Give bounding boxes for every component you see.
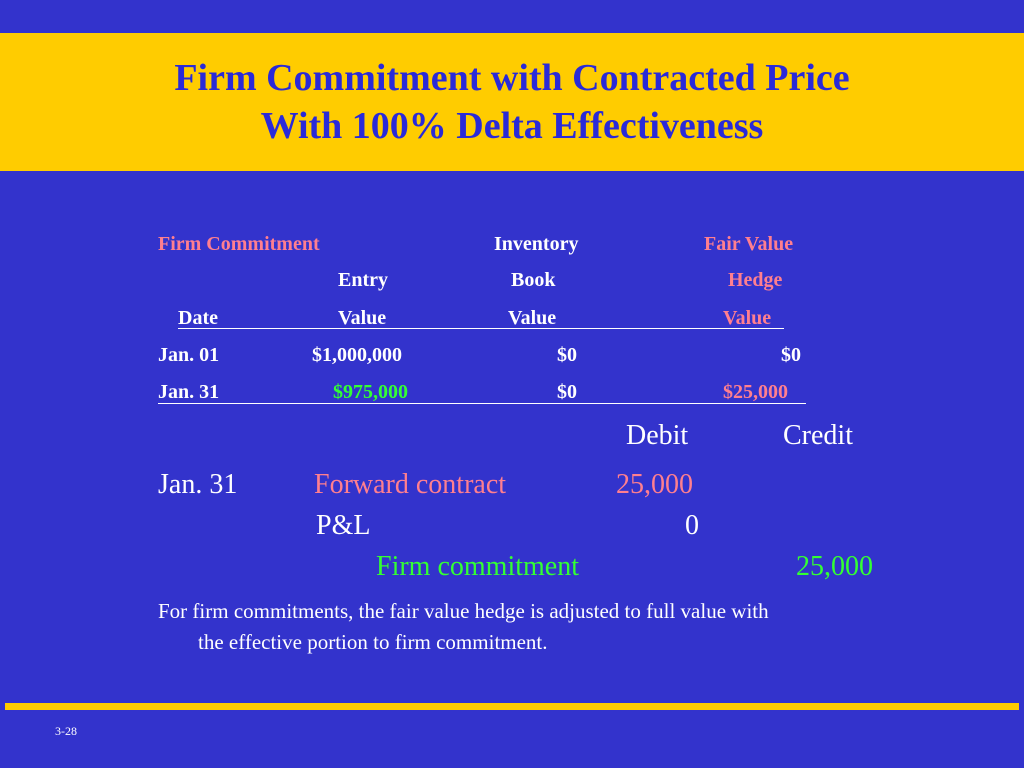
row1-date: Jan. 01: [158, 344, 220, 366]
journal-date: Jan. 31: [158, 469, 238, 500]
row1-hedge-value: $0: [781, 344, 801, 366]
header-inventory: Inventory: [494, 233, 579, 255]
journal-firm-commitment-credit: 25,000: [796, 551, 873, 582]
journal-pl: P&L: [316, 510, 371, 541]
header-hedge-value: Value: [723, 307, 772, 329]
journal-pl-debit: 0: [685, 510, 699, 541]
header-entry: Entry: [338, 269, 388, 291]
journal-credit-label: Credit: [783, 420, 853, 451]
header-firm-commitment: Firm Commitment: [158, 233, 320, 255]
slide-title-line-2: With 100% Delta Effectiveness: [260, 105, 764, 147]
row1-entry-value: $1,000,000: [312, 344, 402, 366]
explanatory-note: For firm commitments, the fair value hed…: [158, 596, 918, 658]
row1-book-value: $0: [557, 344, 577, 366]
header-fair-value: Fair Value: [704, 233, 794, 255]
journal-firm-commitment: Firm commitment: [376, 551, 579, 582]
header-book: Book: [511, 269, 556, 291]
journal-forward-contract: Forward contract: [314, 469, 507, 500]
slide-number: 3-28: [55, 724, 77, 738]
note-line-2: the effective portion to firm commitment…: [198, 630, 548, 654]
footer-divider: [5, 703, 1019, 710]
row2-book-value: $0: [557, 381, 577, 403]
note-line-1: For firm commitments, the fair value hed…: [158, 599, 769, 623]
row2-underline: [158, 403, 806, 404]
header-hedge: Hedge: [728, 269, 783, 291]
journal-forward-contract-debit: 25,000: [616, 469, 693, 500]
title-band: Firm Commitment with Contracted Price Wi…: [0, 33, 1024, 171]
row2-date: Jan. 31: [158, 381, 220, 403]
slide-title-line-1: Firm Commitment with Contracted Price: [174, 57, 850, 99]
row2-hedge-value: $25,000: [723, 381, 788, 403]
header-entry-value: Value: [338, 307, 387, 329]
header-date: Date: [178, 307, 218, 329]
header-underline: [178, 328, 784, 329]
row2-entry-value: $975,000: [333, 381, 408, 403]
header-book-value: Value: [508, 307, 557, 329]
journal-debit-label: Debit: [626, 420, 689, 451]
